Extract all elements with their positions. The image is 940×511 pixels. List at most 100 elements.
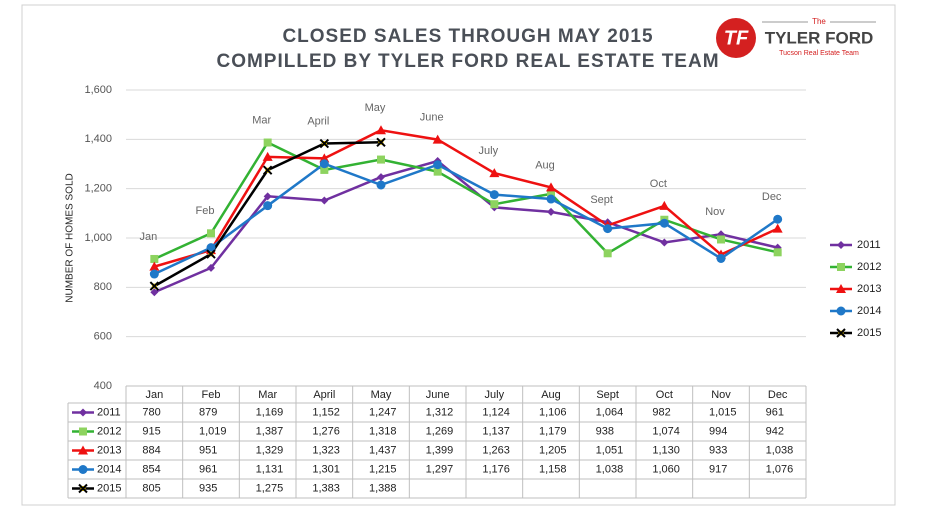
data-point <box>376 125 386 135</box>
legend-label: 2015 <box>857 327 881 339</box>
logo-the: The <box>812 17 826 26</box>
point-annotation: Sept <box>590 194 613 206</box>
table-cell: 1,297 <box>426 463 454 475</box>
x-tick-label: Jan <box>145 389 163 401</box>
chart-subtitle: COMPILLED BY TYLER FORD REAL ESTATE TEAM <box>216 51 719 72</box>
series-line <box>153 159 778 294</box>
data-point <box>716 253 726 263</box>
point-annotation: Nov <box>705 206 725 218</box>
data-point <box>546 182 556 192</box>
table-key-marker <box>78 483 88 494</box>
table-cell: 1,329 <box>256 444 284 456</box>
table-cell: 1,015 <box>709 406 737 418</box>
data-point <box>547 189 555 198</box>
y-tick-label: 800 <box>94 281 112 293</box>
table-cell: 1,106 <box>539 406 567 418</box>
x-tick-label: Dec <box>768 389 788 401</box>
point-annotation: Mar <box>252 114 271 126</box>
y-tick-label: 400 <box>94 380 112 392</box>
table-cell: 884 <box>142 444 160 456</box>
data-point <box>206 243 216 253</box>
table-cell: 1,158 <box>539 463 567 475</box>
data-point <box>262 151 273 161</box>
table-cell: 935 <box>199 482 217 494</box>
y-tick-label: 1,600 <box>84 84 112 96</box>
logo-name: TYLER FORD <box>765 28 874 47</box>
data-point <box>547 207 555 216</box>
data-point <box>603 249 612 258</box>
y-tick-label: 1,400 <box>84 133 112 145</box>
table-cell: 1,323 <box>312 444 340 456</box>
table-cell: 1,179 <box>539 425 567 437</box>
point-annotation: June <box>420 111 444 123</box>
table-cell: 917 <box>709 463 727 475</box>
legend-label: 2011 <box>857 239 881 251</box>
marker-cross <box>262 165 273 175</box>
table-cell: 942 <box>766 425 784 437</box>
data-point <box>320 165 329 174</box>
table-cell: 1,176 <box>482 463 510 475</box>
table-cell: 1,388 <box>369 482 397 494</box>
table-cell: 1,387 <box>256 425 284 437</box>
data-point <box>433 167 442 176</box>
x-tick-label: Mar <box>258 389 277 401</box>
y-tick-label: 1,000 <box>84 232 112 244</box>
legend-marker <box>836 328 846 338</box>
table-cell: 1,074 <box>652 425 680 437</box>
table-cell: 1,263 <box>482 444 510 456</box>
series-line <box>153 140 778 261</box>
marker-cross <box>319 138 330 149</box>
table-cell: 915 <box>142 425 160 437</box>
table-cell: 1,276 <box>312 425 340 437</box>
data-point <box>717 235 725 244</box>
data-point <box>433 160 443 170</box>
x-tick-label: Oct <box>656 389 673 401</box>
table-cell: 1,019 <box>199 425 227 437</box>
table-cell: 994 <box>709 425 727 437</box>
legend-marker <box>836 284 846 293</box>
point-annotation: Dec <box>762 191 782 203</box>
point-annotation: Oct <box>650 178 667 190</box>
table-cell: 961 <box>766 406 784 418</box>
y-tick-label: 1,200 <box>84 183 112 195</box>
table-cell: 961 <box>199 463 217 475</box>
table-cell: 1,051 <box>596 444 624 456</box>
x-tick-label: July <box>485 389 505 401</box>
table-cell: 780 <box>142 406 160 418</box>
data-point <box>660 238 669 247</box>
table-cell: 1,215 <box>369 463 397 475</box>
data-point <box>377 155 385 164</box>
data-point <box>489 168 500 178</box>
table-series-name: 2015 <box>97 482 121 494</box>
legend-label: 2014 <box>857 305 881 317</box>
data-point <box>319 138 330 149</box>
data-point <box>659 200 670 210</box>
table-cell: 1,275 <box>256 482 284 494</box>
data-point <box>206 249 216 259</box>
data-point <box>149 261 160 271</box>
table-key-marker <box>78 465 88 474</box>
table-cell: 933 <box>709 444 727 456</box>
table-cell: 1,038 <box>766 444 794 456</box>
x-tick-label: June <box>426 389 450 401</box>
data-point <box>377 173 385 182</box>
table-cell: 854 <box>142 463 160 475</box>
logo: TF The TYLER FORD Tucson Real Estate Tea… <box>716 17 876 58</box>
table-cell: 1,038 <box>596 463 624 475</box>
point-annotation: Jan <box>139 231 157 243</box>
table-cell: 1,312 <box>426 406 454 418</box>
table-cell: 1,301 <box>312 463 340 475</box>
marker-cross <box>78 483 88 494</box>
table-cell: 1,130 <box>652 444 680 456</box>
data-point <box>489 190 499 200</box>
table-cell: 1,060 <box>652 463 680 475</box>
x-tick-label: Aug <box>541 389 561 401</box>
y-axis-label: NUMBER OF HOMES SOLD <box>65 173 76 302</box>
data-point <box>263 192 272 201</box>
table-cell: 1,318 <box>369 425 397 437</box>
table-cell: 951 <box>199 444 217 456</box>
data-point <box>490 200 499 209</box>
table-cell: 938 <box>596 425 614 437</box>
point-annotation: Aug <box>535 159 555 171</box>
data-point <box>773 248 782 257</box>
